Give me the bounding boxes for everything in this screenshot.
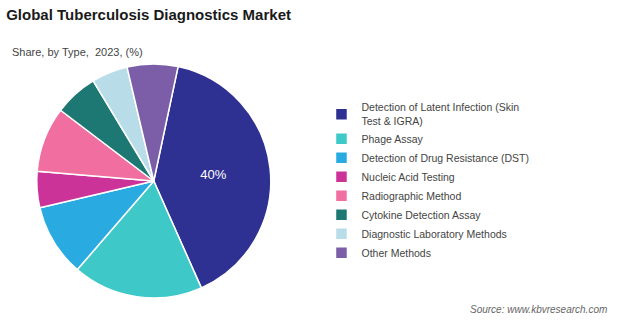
svg-text:Source: www.kbvresearch.com: Source: www.kbvresearch.com [470,304,607,315]
svg-text:Nucleic Acid Testing: Nucleic Acid Testing [361,171,454,183]
svg-text:Diagnostic Laboratory Methods: Diagnostic Laboratory Methods [361,228,506,240]
svg-text:Detection of Drug Resistance (: Detection of Drug Resistance (DST) [361,152,528,164]
svg-text:Phage Assay: Phage Assay [361,133,423,145]
svg-text:Detection of Latent Infection: Detection of Latent Infection (SkinTest … [361,101,519,127]
svg-text:Radiographic Method: Radiographic Method [361,190,461,202]
svg-text:Other Methods: Other Methods [361,247,430,259]
svg-text:Global Tuberculosis Diagnostic: Global Tuberculosis Diagnostics Market [6,6,291,23]
svg-text:Share, by Type, 2023, (%): Share, by Type, 2023, (%) [12,46,143,58]
svg-text:40%: 40% [200,167,226,182]
svg-text:Cytokine Detection Assay: Cytokine Detection Assay [361,209,481,221]
